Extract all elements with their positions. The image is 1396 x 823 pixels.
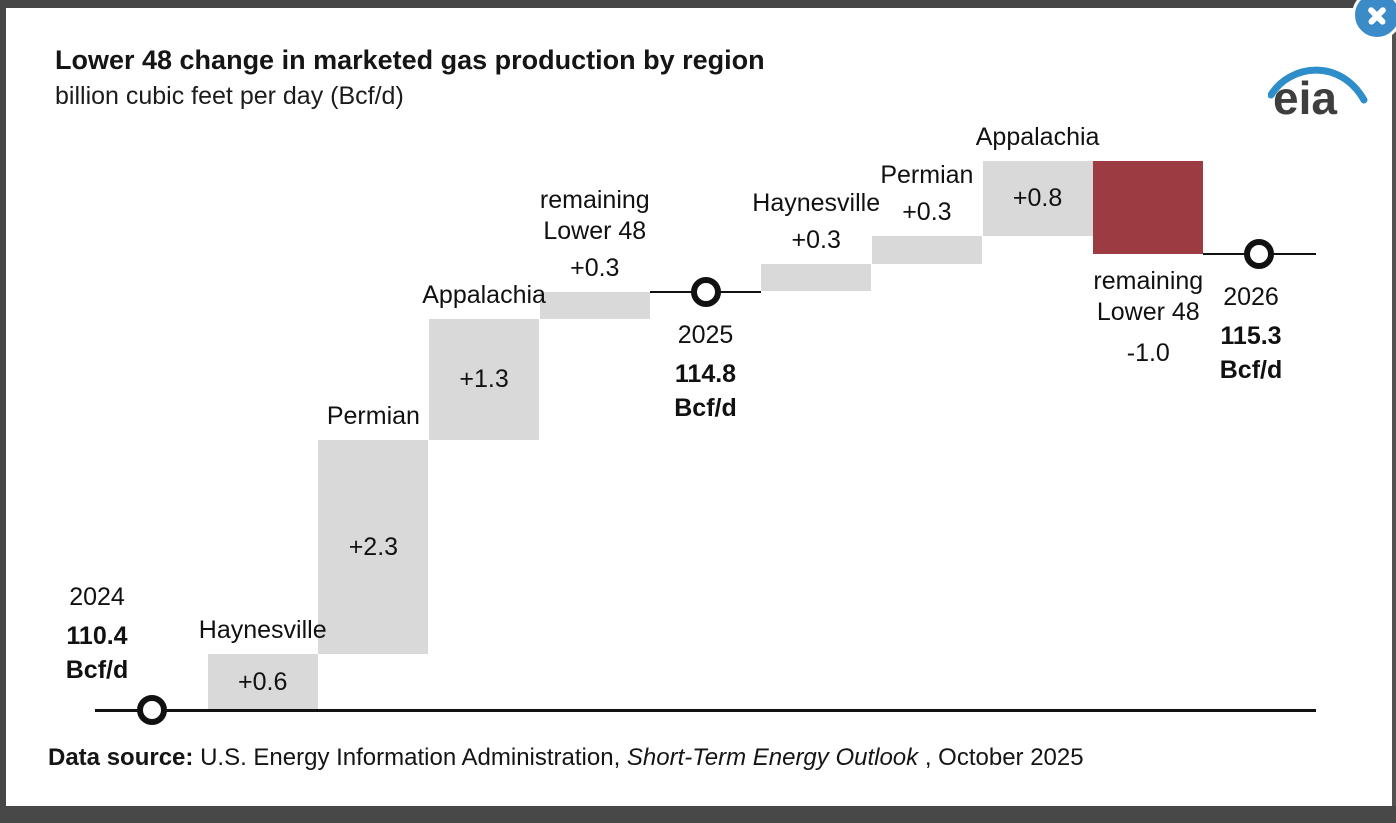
total-value: 115.3 bbox=[1220, 322, 1282, 351]
close-button[interactable] bbox=[1352, 0, 1396, 40]
page-edge-left bbox=[0, 0, 6, 823]
eia-logo-swoosh bbox=[1267, 66, 1368, 104]
total-label-2024: 2024 110.4 Bcf/d bbox=[17, 580, 177, 687]
total-label-2025: 2025 114.8 Bcf/d bbox=[626, 318, 786, 425]
bar-value-permian: +2.3 bbox=[348, 532, 399, 561]
bar-value-haynesville: +0.3 bbox=[791, 225, 841, 254]
total-marker-2026 bbox=[1244, 239, 1274, 270]
chart-subtitle: billion cubic feet per day (Bcf/d) bbox=[55, 82, 404, 110]
bar-value-remaining-lower-48: +0.3 bbox=[570, 253, 620, 282]
waterfall-bar-permian bbox=[871, 235, 982, 264]
page-edge-top bbox=[0, 0, 1396, 8]
waterfall-bar-permian bbox=[318, 440, 429, 655]
total-unit: Bcf/d bbox=[674, 393, 737, 422]
bar-name-appalachia: Appalachia bbox=[422, 281, 546, 310]
total-marker-2025 bbox=[690, 276, 721, 307]
bar-value-appalachia: +1.3 bbox=[459, 365, 509, 394]
bar-name-haynesville: Haynesville bbox=[198, 616, 327, 645]
waterfall-bar-remaining-lower-48 bbox=[1093, 161, 1204, 255]
bar-value-permian: +0.3 bbox=[902, 197, 952, 226]
total-unit: Bcf/d bbox=[65, 656, 129, 684]
total-year: 2024 bbox=[69, 583, 125, 611]
chart-title: Lower 48 change in marketed gas producti… bbox=[55, 45, 765, 75]
data-source-body: U.S. Energy Information Administration, bbox=[200, 744, 627, 771]
waterfall-bar-haynesville bbox=[207, 654, 318, 710]
bar-name-remaining-lower-48: remaining Lower 48 bbox=[539, 185, 650, 245]
bar-name-remaining-lower-48: remaining Lower 48 bbox=[1093, 267, 1204, 327]
page-edge-right bbox=[1392, 0, 1396, 823]
eia-logo: eia bbox=[1267, 58, 1368, 124]
page-edge-bottom bbox=[0, 806, 1396, 823]
bar-value-haynesville: +0.6 bbox=[238, 667, 288, 696]
total-unit: Bcf/d bbox=[1219, 356, 1283, 385]
bar-name-haynesville: Haynesville bbox=[752, 188, 881, 217]
total-year: 2026 bbox=[1223, 283, 1279, 312]
close-icon bbox=[1355, 0, 1396, 37]
eia-logo-text: eia bbox=[1273, 72, 1337, 120]
total-label-2026: 2026 115.3 Bcf/d bbox=[1171, 280, 1331, 387]
total-marker-2024 bbox=[137, 695, 167, 725]
bar-value-appalachia: +0.8 bbox=[1012, 183, 1063, 212]
waterfall-bar-remaining-lower-48 bbox=[539, 291, 650, 320]
total-value: 114.8 bbox=[674, 359, 737, 388]
eia-logo-graphic: eia bbox=[1267, 66, 1368, 124]
data-source: Data source: U.S. Energy Information Adm… bbox=[48, 744, 1084, 772]
data-source-prefix: Data source: bbox=[48, 744, 201, 771]
waterfall-bar-haynesville bbox=[761, 263, 872, 292]
x-axis-baseline bbox=[95, 709, 1316, 712]
data-source-date: , October 2025 bbox=[918, 744, 1084, 771]
data-source-publication: Short-Term Energy Outlook bbox=[626, 744, 919, 771]
bar-name-appalachia: Appalachia bbox=[975, 123, 1100, 152]
total-value: 110.4 bbox=[66, 622, 128, 650]
bar-name-permian: Permian bbox=[880, 160, 974, 189]
bar-name-permian: Permian bbox=[326, 402, 420, 431]
waterfall-bar-appalachia bbox=[429, 319, 540, 441]
bar-value-remaining-lower-48: -1.0 bbox=[1126, 339, 1170, 368]
waterfall-bar-appalachia bbox=[982, 161, 1093, 236]
total-year: 2025 bbox=[677, 320, 734, 349]
